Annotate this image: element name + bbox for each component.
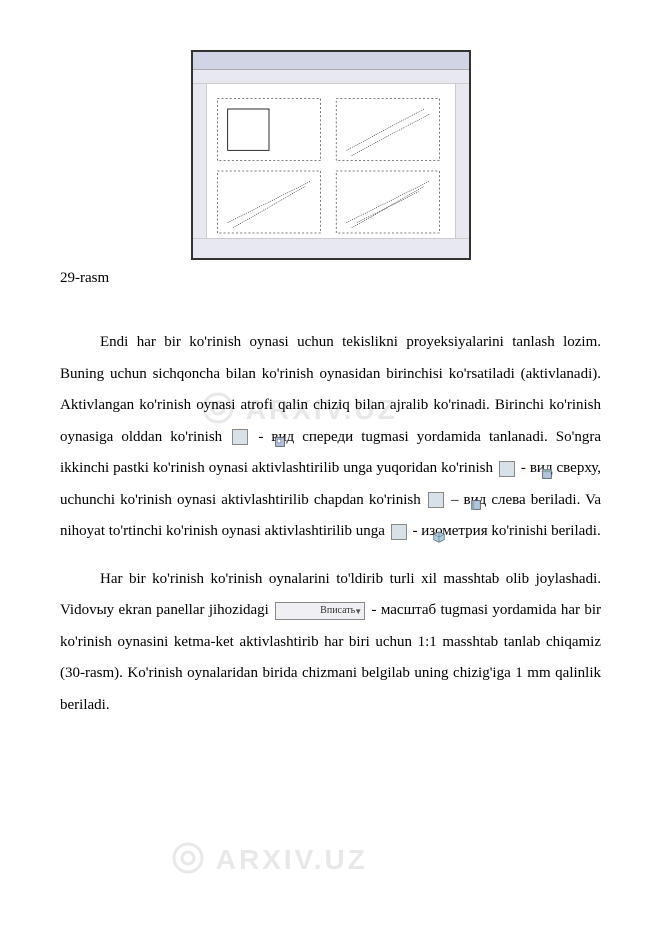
screenshot-right-toolbar: [455, 84, 469, 258]
screenshot-canvas: [207, 84, 455, 258]
isometric-view-icon: [391, 524, 407, 540]
cad-screenshot: [191, 50, 471, 260]
screenshot-titlebar: [193, 52, 469, 70]
figure-caption: 29-rasm: [60, 270, 601, 287]
front-view-icon: [232, 429, 248, 445]
watermark: ARXIV.UZ: [170, 840, 368, 883]
screenshot-statusbar: [193, 238, 469, 258]
left-view-icon: [428, 492, 444, 508]
screenshot-left-toolbar: [193, 84, 207, 258]
paragraph-1: Endi har bir ko'rinish oynasi uchun teki…: [60, 327, 601, 548]
screenshot-toolbar: [193, 70, 469, 84]
scale-dropdown: Вписать: [275, 602, 365, 620]
paragraph-2: Har bir ko'rinish ko'rinish oynalarini t…: [60, 564, 601, 722]
top-view-icon: [499, 461, 515, 477]
